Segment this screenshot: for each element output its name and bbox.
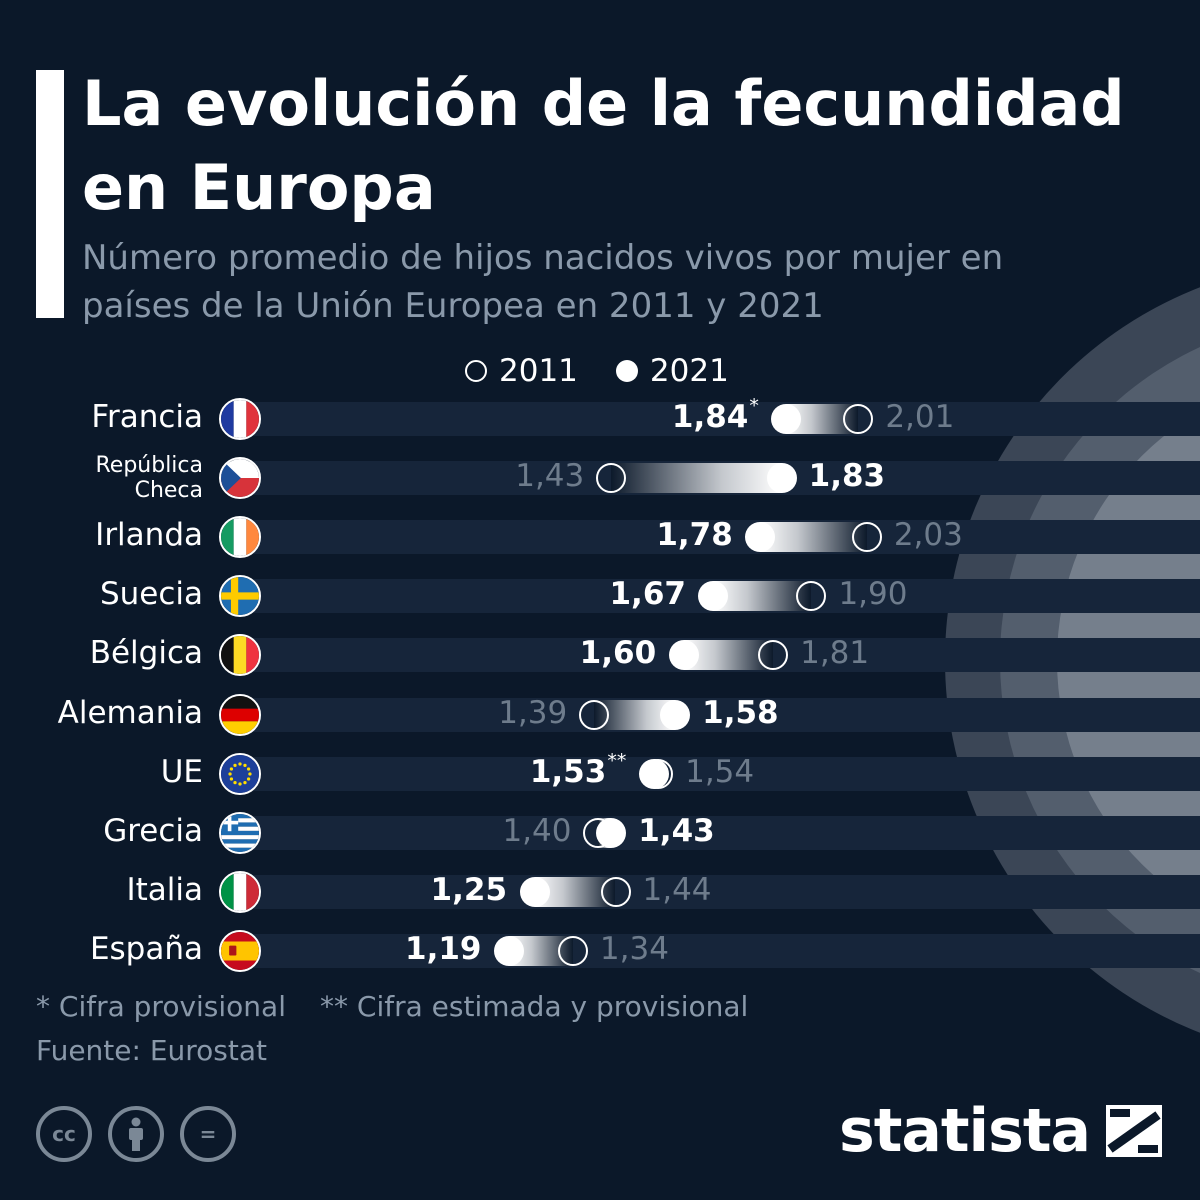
statista-mark-icon — [1106, 1105, 1162, 1157]
legend-label-2021: 2021 — [649, 353, 729, 389]
change-bar — [611, 463, 782, 494]
value-label-2011: 1,90 — [838, 576, 908, 613]
open-circle-icon — [465, 360, 487, 382]
value-label-2021: 1,78 — [656, 517, 733, 554]
belgium-flag-icon — [219, 634, 261, 677]
legend-label-2011: 2011 — [499, 353, 578, 389]
footnote-marker: ** — [607, 749, 627, 772]
change-bar — [760, 522, 867, 553]
value-label-2021: 1,53** — [529, 749, 627, 790]
row-stripe — [240, 815, 1200, 850]
value-label-2021: 1,58 — [702, 694, 779, 731]
dot-2021 — [698, 581, 729, 612]
row-stripe — [240, 520, 1200, 555]
value-label-2021: 1,84* — [671, 395, 759, 435]
footnote-estimated: ** Cifra estimada y provisional — [320, 990, 749, 1023]
value-label-2011: 1,40 — [502, 812, 572, 849]
value-label-2021: 1,83 — [808, 458, 886, 495]
value-label-2021: 1,60 — [579, 635, 657, 672]
value-label-2011: 2,01 — [885, 399, 955, 435]
brand-wordmark: statista — [838, 1096, 1091, 1166]
source-note: Fuente: Eurostat — [36, 1034, 267, 1067]
dot-2021 — [660, 699, 691, 730]
country-label: España — [89, 930, 203, 967]
person-glyph — [129, 1117, 143, 1151]
dot-2011 — [600, 876, 631, 907]
france-flag-icon — [219, 398, 261, 440]
dot-2011 — [579, 699, 610, 730]
czech-flag-icon — [219, 457, 261, 500]
row-stripe — [240, 874, 1200, 909]
no-derivatives-icon[interactable]: = — [180, 1106, 236, 1162]
chart-title: La evolución de la fecundidad en Europa — [82, 67, 1125, 224]
country-label: UE — [160, 753, 203, 790]
change-bar — [713, 581, 812, 612]
row-stripe — [240, 756, 1200, 791]
dot-2011 — [796, 581, 827, 612]
dot-2021 — [745, 522, 776, 553]
license-icons: cc = — [36, 1106, 252, 1162]
footnotes: * Cifra provisional ** Cifra estimada y … — [36, 990, 782, 1023]
value-label-2011: 1,44 — [642, 871, 712, 908]
legend-item-2011: 2011 — [465, 353, 578, 389]
title-accent-bar — [36, 70, 64, 318]
dot-2021 — [596, 817, 627, 848]
value-label-2011: 1,54 — [685, 753, 755, 790]
attribution-icon[interactable] — [108, 1106, 164, 1162]
country-label: Bélgica — [89, 635, 203, 672]
country-label: Italia — [126, 871, 203, 908]
country-label: Francia — [91, 399, 203, 435]
country-label: Alemania — [57, 694, 203, 731]
dot-2021 — [668, 640, 699, 671]
dot-2011 — [557, 935, 588, 966]
sweden-flag-icon — [219, 575, 261, 618]
chart-subtitle: Número promedio de hijos nacidos vivos p… — [82, 238, 1004, 326]
dot-2011 — [851, 522, 882, 553]
footnote-provisional: * Cifra provisional — [36, 990, 286, 1023]
eu-flag-icon — [219, 752, 261, 795]
dot-2011 — [843, 404, 874, 434]
greece-flag-icon — [219, 811, 261, 854]
legend-item-2021: 2021 — [615, 353, 729, 389]
value-label-2011: 1,34 — [599, 930, 669, 967]
italy-flag-icon — [219, 870, 261, 913]
value-label-2021: 1,25 — [430, 871, 508, 908]
value-label-2011: 1,43 — [515, 458, 585, 495]
value-label-2021: 1,67 — [609, 576, 686, 613]
dot-2021 — [770, 404, 801, 434]
dot-2021 — [519, 876, 550, 907]
value-label-2011: 1,81 — [800, 635, 870, 672]
statista-logo[interactable]: statista — [839, 1096, 1164, 1166]
dot-2011 — [758, 640, 789, 671]
dot-2021 — [766, 463, 797, 494]
country-label: Irlanda — [95, 517, 203, 554]
country-label: Suecia — [99, 576, 203, 613]
row-stripe — [240, 697, 1200, 732]
dot-2021 — [494, 935, 524, 966]
value-label-2021: 1,19 — [405, 930, 482, 967]
spain-flag-icon — [219, 929, 261, 972]
row-stripe — [240, 402, 1200, 436]
ireland-flag-icon — [219, 516, 261, 559]
dot-2011 — [596, 463, 627, 494]
value-label-2011: 2,03 — [893, 517, 963, 554]
filled-circle-icon — [615, 360, 638, 382]
cc-icon[interactable]: cc — [36, 1106, 92, 1162]
value-label-2011: 1,39 — [498, 694, 568, 731]
footnote-marker: * — [749, 395, 759, 417]
row-stripe — [240, 933, 1200, 968]
germany-flag-icon — [219, 693, 261, 736]
country-label: República Checa — [95, 453, 203, 504]
value-label-2021: 1,43 — [638, 812, 715, 849]
country-label: Grecia — [103, 812, 203, 849]
dot-2021 — [638, 758, 669, 789]
legend: 2011 2021 — [465, 352, 767, 390]
